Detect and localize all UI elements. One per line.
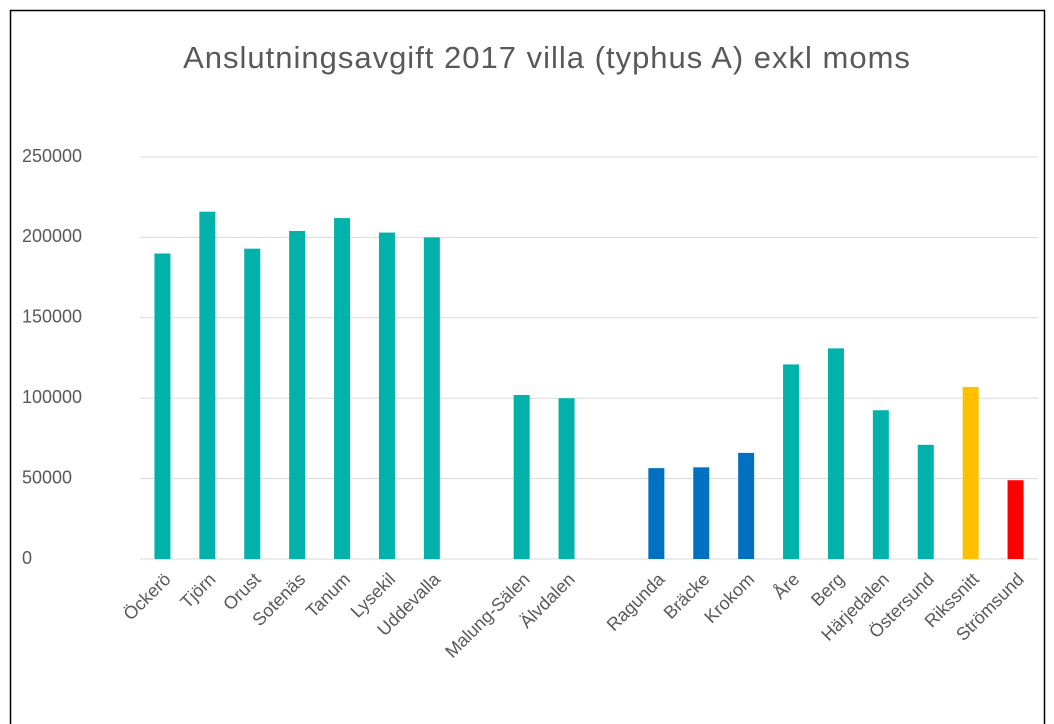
x-tick-label: Öckerö bbox=[119, 569, 174, 624]
bar bbox=[738, 452, 755, 559]
bar bbox=[199, 211, 216, 559]
bar bbox=[378, 232, 395, 560]
x-tick-label: Ragunda bbox=[603, 568, 670, 635]
x-tick-label: Berg bbox=[807, 569, 848, 610]
bar bbox=[558, 398, 575, 559]
x-tick-label: Tanum bbox=[302, 569, 354, 621]
x-tick-label: Tjörn bbox=[176, 569, 219, 612]
bar bbox=[154, 253, 171, 560]
bar bbox=[783, 364, 800, 559]
bar bbox=[289, 230, 306, 559]
frame bbox=[9, 9, 1046, 724]
bar bbox=[334, 218, 351, 559]
y-tick-label: 100000 bbox=[22, 387, 82, 407]
y-tick-label: 200000 bbox=[22, 226, 82, 246]
x-tick-label: Krokom bbox=[700, 569, 758, 627]
bar bbox=[693, 467, 710, 559]
bar bbox=[648, 468, 665, 559]
y-tick-label: 250000 bbox=[22, 146, 82, 166]
bar bbox=[423, 237, 440, 559]
chart-title: Anslutningsavgift 2017 villa (typhus A) … bbox=[183, 40, 911, 75]
bar bbox=[244, 248, 261, 559]
x-tick-label: Åre bbox=[769, 569, 803, 603]
y-tick-label: 150000 bbox=[22, 307, 82, 327]
bar bbox=[1007, 480, 1024, 559]
bar bbox=[827, 348, 844, 559]
bar bbox=[917, 444, 934, 559]
bar bbox=[513, 394, 530, 559]
y-tick-label: 0 bbox=[22, 548, 32, 568]
bar bbox=[962, 386, 979, 559]
y-tick-label: 50000 bbox=[22, 467, 72, 487]
bar bbox=[872, 410, 889, 559]
